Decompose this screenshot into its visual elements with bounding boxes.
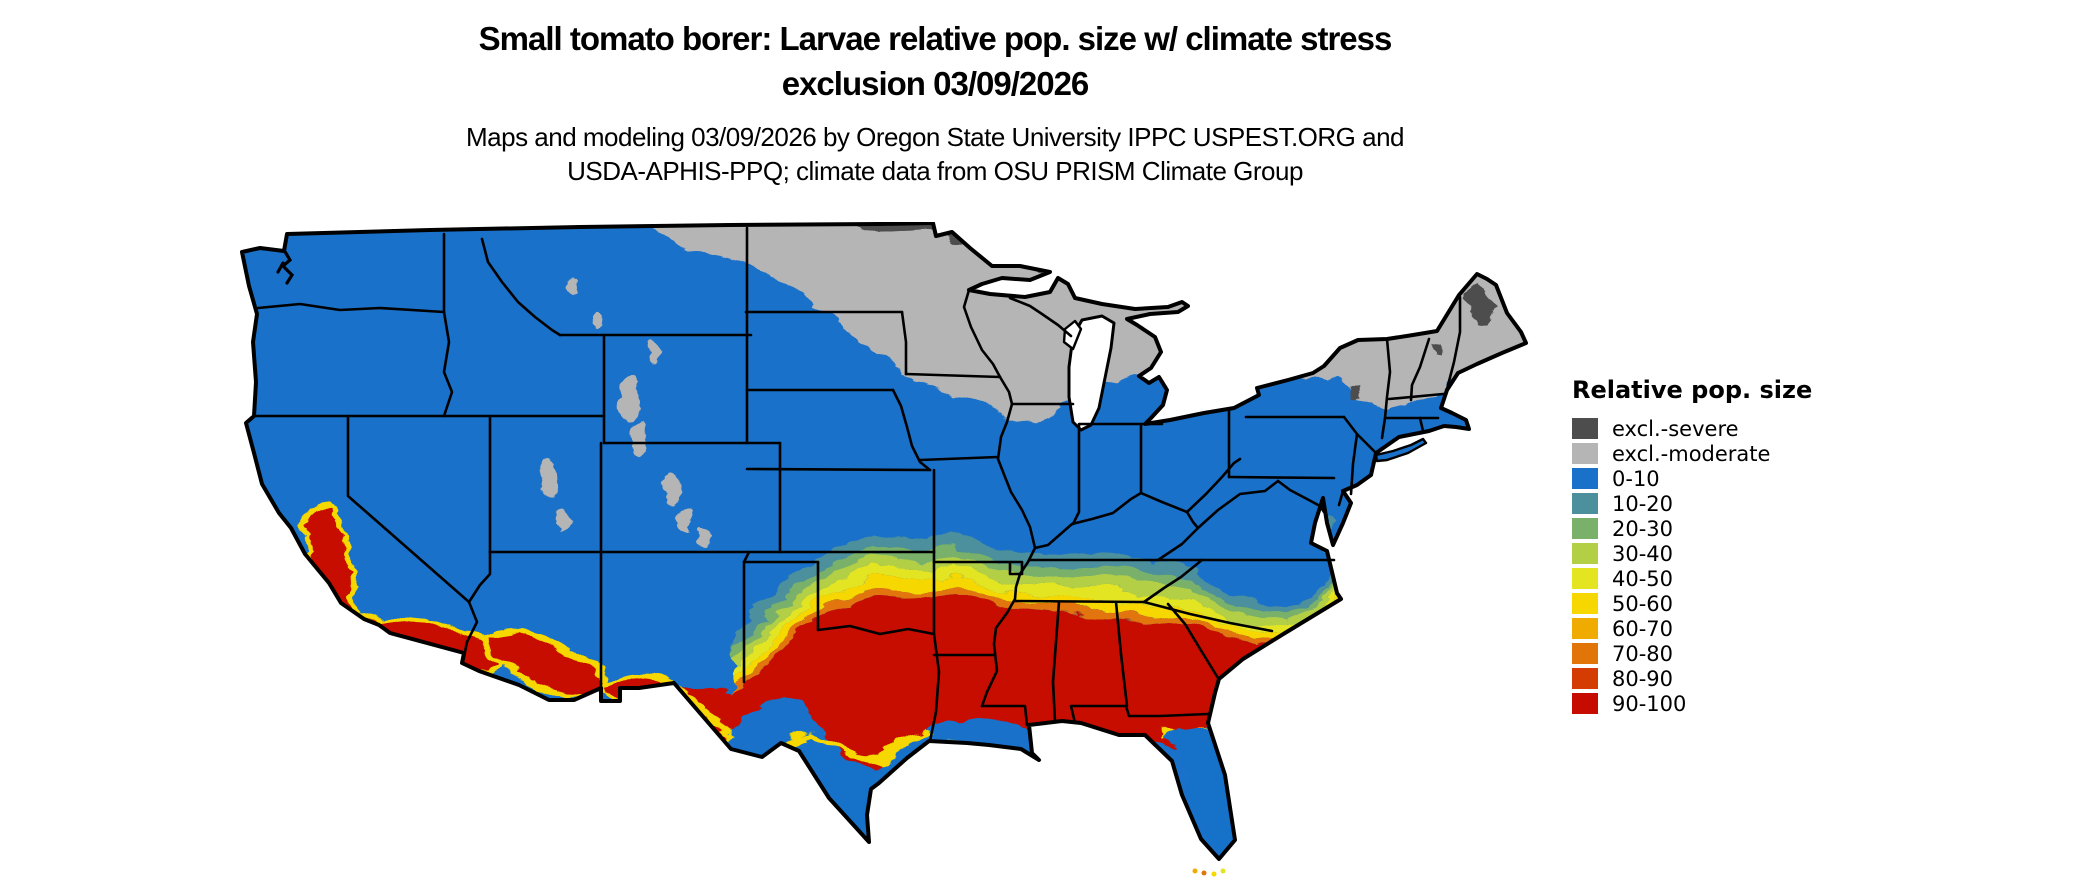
map-region-yellow-fringe-south-texas xyxy=(780,726,932,762)
map-region-red-arizona xyxy=(488,630,600,692)
legend-label: 20-30 xyxy=(1612,516,1674,541)
legend-label: excl.-moderate xyxy=(1612,441,1771,466)
map-region-severe-maine xyxy=(1463,282,1490,321)
legend-swatch xyxy=(1572,518,1598,539)
map-band-20-30 xyxy=(730,544,1376,654)
us-outline xyxy=(240,221,1528,861)
legend-item: 20-30 xyxy=(1572,516,1892,541)
florida-keys-dots xyxy=(1192,868,1226,877)
subtitle-line1: Maps and modeling 03/09/2026 by Oregon S… xyxy=(465,122,1405,152)
legend-item: 70-80 xyxy=(1572,641,1892,666)
legend-label: 40-50 xyxy=(1612,566,1674,591)
legend-item: excl.-severe xyxy=(1572,416,1892,441)
map-region-blue-south-texas xyxy=(790,738,930,842)
map-region-blue-florida-peninsula xyxy=(1159,727,1234,857)
legend-swatch xyxy=(1572,668,1598,689)
legend-swatch xyxy=(1572,493,1598,514)
subtitle: Maps and modeling 03/09/2026 by Oregon S… xyxy=(0,120,1870,188)
legend-item: 60-70 xyxy=(1572,616,1892,641)
us-map xyxy=(240,221,1528,877)
legend-label: 0-10 xyxy=(1612,466,1660,491)
legend-swatch xyxy=(1572,443,1598,464)
legend-swatch xyxy=(1572,418,1598,439)
map-region-severe-vermont xyxy=(1429,340,1437,353)
legend-items: excl.-severe excl.-moderate 0-10 10-20 20-30… xyxy=(1572,416,1892,716)
legend-item: excl.-moderate xyxy=(1572,441,1892,466)
map-region-mountain-speckles xyxy=(536,272,706,542)
puget-sound xyxy=(276,248,295,285)
legend-label: excl.-severe xyxy=(1612,416,1739,441)
map-band-10-20 xyxy=(730,530,1376,644)
long-island xyxy=(1374,437,1428,463)
legend-label: 70-80 xyxy=(1612,641,1674,666)
legend-item: 90-100 xyxy=(1572,691,1892,716)
legend-swatch xyxy=(1572,593,1598,614)
legend-item: 10-20 xyxy=(1572,491,1892,516)
legend: Relative pop. size excl.-severe excl.-mod… xyxy=(1572,376,1892,718)
legend-swatch xyxy=(1572,543,1598,564)
page-title-line1: Small tomato borer: Larvae relative pop.… xyxy=(478,20,1393,57)
legend-label: 10-20 xyxy=(1612,491,1674,516)
map-band-30-40 xyxy=(730,554,1376,664)
legend-swatch xyxy=(1572,693,1598,714)
legend-label: 60-70 xyxy=(1612,616,1674,641)
map-region-severe-adirondack xyxy=(1347,382,1357,393)
legend-swatch xyxy=(1572,468,1598,489)
header: Small tomato borer: Larvae relative pop.… xyxy=(0,16,1870,188)
map-band-40-50 xyxy=(730,564,1376,674)
map-band-50-60 xyxy=(730,571,1376,684)
legend-label: 80-90 xyxy=(1612,666,1674,691)
legend-item: 40-50 xyxy=(1572,566,1892,591)
legend-item: 30-40 xyxy=(1572,541,1892,566)
page-title-line2: exclusion 03/09/2026 xyxy=(781,65,1090,102)
legend-swatch xyxy=(1572,643,1598,664)
legend-item: 0-10 xyxy=(1572,466,1892,491)
us-map-container xyxy=(230,221,1530,882)
map-region-south-90-100 xyxy=(674,581,1376,778)
legend-swatch xyxy=(1572,568,1598,589)
lake-green-bay xyxy=(1062,319,1083,351)
legend-item: 50-60 xyxy=(1572,591,1892,616)
legend-label: 50-60 xyxy=(1612,591,1674,616)
subtitle-line2: USDA-APHIS-PPQ; climate data from OSU PR… xyxy=(567,156,1303,186)
state-borders xyxy=(252,226,1462,743)
legend-swatch xyxy=(1572,618,1598,639)
legend-label: 90-100 xyxy=(1612,691,1687,716)
legend-label: 30-40 xyxy=(1612,541,1674,566)
legend-title: Relative pop. size xyxy=(1572,376,1813,404)
legend-item: 80-90 xyxy=(1572,666,1892,691)
